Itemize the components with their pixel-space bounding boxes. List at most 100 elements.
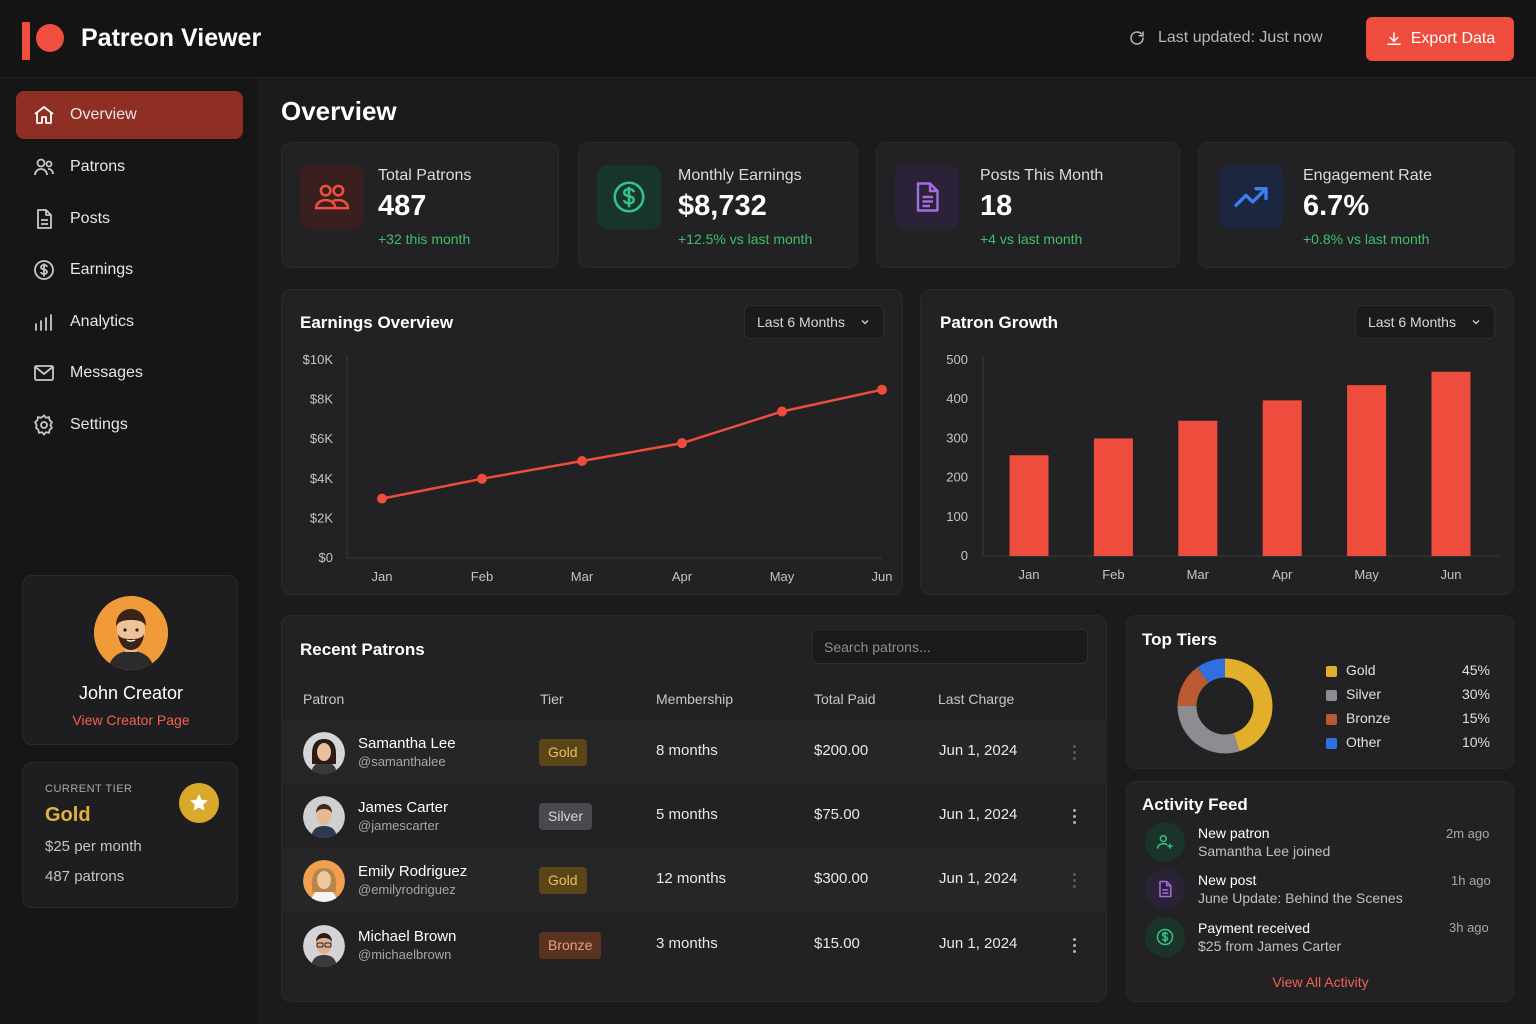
patron-handle: @emilyrodriguez xyxy=(358,882,456,897)
top-bar: Patreon Viewer Last updated: Just now Ex… xyxy=(0,0,1536,78)
search-patrons-input[interactable] xyxy=(812,629,1088,664)
current-tier-name: Gold xyxy=(45,804,91,826)
sidebar-item-earnings[interactable]: Earnings xyxy=(16,246,243,294)
activity-subtitle: June Update: Behind the Scenes xyxy=(1198,890,1403,906)
membership-cell: 3 months xyxy=(656,935,718,952)
patron-handle: @jamescarter xyxy=(358,818,440,833)
table-row[interactable]: Emily Rodriguez @emilyrodriguez Gold 12 … xyxy=(281,848,1107,912)
data-point xyxy=(577,455,587,466)
legend-item-silver: Silver 30% xyxy=(1326,686,1490,704)
creator-profile-card: John Creator View Creator Page xyxy=(22,575,238,745)
x-tick-label: Jun xyxy=(872,569,893,584)
legend-name: Gold xyxy=(1346,662,1376,678)
sidebar-item-patrons[interactable]: Patrons xyxy=(16,143,243,191)
avatar xyxy=(303,732,345,774)
legend-name: Silver xyxy=(1346,686,1382,702)
column-header-patron[interactable]: Patron xyxy=(303,691,345,707)
document-icon xyxy=(895,165,959,229)
earnings-line-chart: $0 $2K $4K $6K $8K $10K Jan Feb Mar Apr May Jun xyxy=(303,352,893,584)
document-icon xyxy=(37,209,52,229)
user-plus-icon xyxy=(1145,822,1185,862)
view-creator-page-link[interactable]: View Creator Page xyxy=(72,712,190,728)
earnings-series-line xyxy=(381,388,883,500)
stat-delta: +0.8% vs last month xyxy=(1303,231,1430,247)
stat-label: Engagement Rate xyxy=(1303,167,1432,184)
growth-range-dropdown[interactable]: Last 6 Months xyxy=(1355,305,1495,339)
data-point xyxy=(477,473,487,484)
sidebar-item-overview[interactable]: Overview xyxy=(16,91,243,139)
earnings-overview-title: Earnings Overview xyxy=(300,313,454,332)
sidebar-item-posts[interactable]: Posts xyxy=(16,195,243,243)
activity-subtitle: $25 from James Carter xyxy=(1198,938,1342,954)
earnings-range-label: Last 6 Months xyxy=(757,314,845,330)
star-icon xyxy=(179,783,219,823)
view-all-activity-link[interactable]: View All Activity xyxy=(1272,974,1369,990)
activity-subtitle: Samantha Lee joined xyxy=(1198,843,1331,859)
home-icon xyxy=(34,106,54,124)
export-data-button[interactable]: Export Data xyxy=(1366,17,1514,61)
x-tick-label: Jan xyxy=(372,569,393,584)
last-updated-text: Last updated: Just now xyxy=(1158,29,1323,46)
stat-delta: +12.5% vs last month xyxy=(678,231,813,247)
activity-time: 1h ago xyxy=(1451,873,1491,888)
dollar-icon xyxy=(1145,917,1185,957)
chevron-down-icon xyxy=(861,320,869,325)
column-header-tier[interactable]: Tier xyxy=(540,691,564,707)
earnings-overview-panel: Earnings Overview Last 6 Months $0 $2K $4K… xyxy=(281,289,903,595)
current-tier-card: CURRENT TIER Gold $25 per month 487 patr… xyxy=(22,762,238,908)
refresh-icon[interactable] xyxy=(1128,29,1146,47)
column-header-last-charge[interactable]: Last Charge xyxy=(938,691,1015,707)
patron-growth-panel: Patron Growth Last 6 Months 0 100 200 300 40… xyxy=(920,289,1514,595)
recent-patrons-panel: Recent Patrons xyxy=(281,615,1107,1002)
earnings-range-dropdown[interactable]: Last 6 Months xyxy=(744,305,884,339)
sidebar-item-label: Patrons xyxy=(70,158,126,175)
legend-swatch xyxy=(1326,738,1337,749)
y-tick-label: 400 xyxy=(946,391,968,406)
more-options-icon[interactable] xyxy=(1067,931,1081,959)
more-options-icon[interactable] xyxy=(1067,866,1081,894)
total-paid-cell: $300.00 xyxy=(814,870,869,887)
donut-slice-silver xyxy=(1177,658,1273,754)
column-header-membership[interactable]: Membership xyxy=(656,691,734,707)
sidebar-item-label: Settings xyxy=(70,416,128,433)
page-title: Overview xyxy=(281,96,397,126)
current-tier-patron-count: 487 patrons xyxy=(45,868,125,885)
table-row[interactable]: Michael Brown @michaelbrown Bronze 3 mon… xyxy=(281,913,1107,977)
legend-item-other: Other 10% xyxy=(1326,734,1490,752)
activity-feed-panel: Activity Feed xyxy=(1126,781,1514,1002)
sidebar-item-settings[interactable]: Settings xyxy=(16,401,243,449)
stat-card-total-patrons: Total Patrons 487 +32 this month xyxy=(281,142,559,268)
stat-card-monthly-earnings: Monthly Earnings $8,732 +12.5% vs last m… xyxy=(578,142,858,268)
legend-swatch xyxy=(1326,666,1337,677)
x-tick-label: Mar xyxy=(571,569,594,584)
stat-delta: +4 vs last month xyxy=(980,231,1083,247)
patron-name: Michael Brown xyxy=(358,928,457,945)
sidebar-item-messages[interactable]: Messages xyxy=(16,349,243,397)
creator-avatar xyxy=(94,596,168,670)
activity-feed-title: Activity Feed xyxy=(1142,795,1248,814)
sidebar-item-analytics[interactable]: Analytics xyxy=(16,298,243,346)
stat-card-posts-this-month: Posts This Month 18 +4 vs last month xyxy=(876,142,1180,268)
column-header-total-paid[interactable]: Total Paid xyxy=(814,691,876,707)
legend-name: Bronze xyxy=(1346,710,1391,726)
legend-swatch xyxy=(1326,690,1337,701)
x-tick-label: May xyxy=(770,569,795,584)
more-options-icon[interactable] xyxy=(1067,802,1081,830)
table-row[interactable]: James Carter @jamescarter Silver 5 month… xyxy=(281,784,1107,848)
x-tick-label: Feb xyxy=(1102,567,1124,582)
more-options-icon[interactable] xyxy=(1067,738,1081,766)
table-row[interactable]: Samantha Lee @samanthalee Gold 8 months … xyxy=(281,720,1107,784)
legend-item-bronze: Bronze 15% xyxy=(1326,710,1490,728)
y-tick-label: $2K xyxy=(310,510,333,525)
stat-value: 18 xyxy=(980,190,1013,222)
bar xyxy=(1347,385,1387,556)
users-icon xyxy=(34,158,54,176)
total-paid-cell: $75.00 xyxy=(814,806,860,823)
x-tick-label: Mar xyxy=(1187,567,1210,582)
last-charge-cell: Jun 1, 2024 xyxy=(939,806,1018,823)
tier-badge: Silver xyxy=(539,803,593,830)
stat-label: Posts This Month xyxy=(980,167,1104,184)
tier-badge: Bronze xyxy=(539,932,602,959)
legend-percent: 10% xyxy=(1461,734,1490,750)
y-tick-label: $10K xyxy=(303,352,334,367)
